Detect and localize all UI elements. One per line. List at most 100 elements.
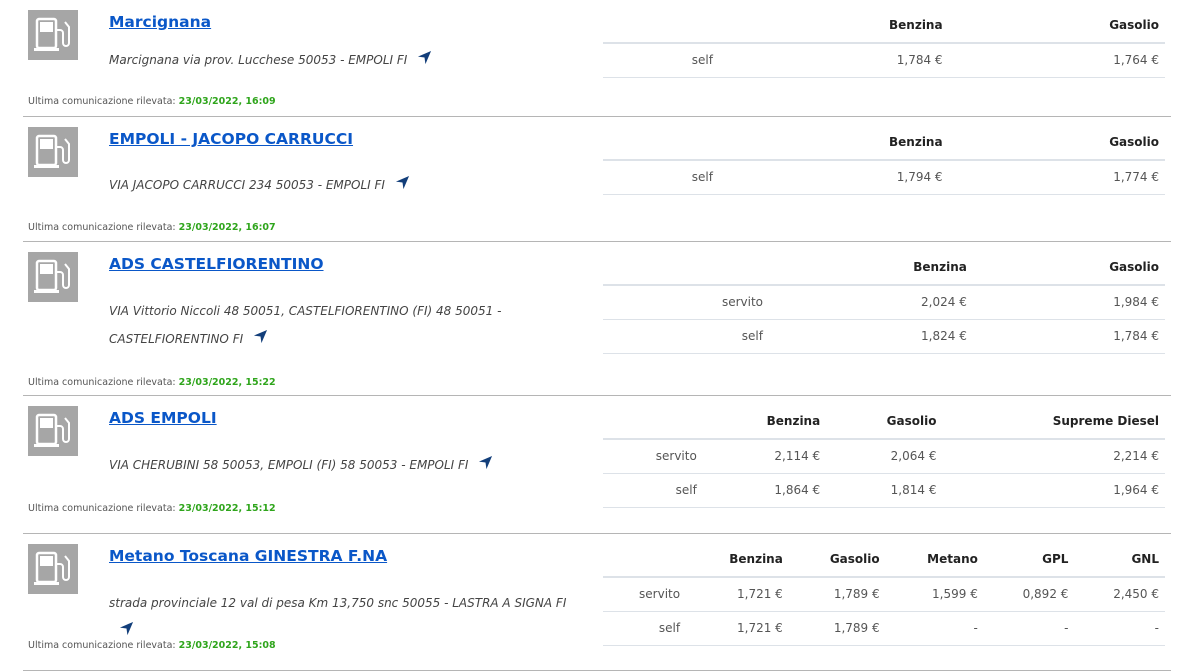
service-mode: self [603, 43, 719, 78]
price-row: self 1,721 €1,789 € - - - [603, 611, 1165, 646]
fuel-header: Gasolio [948, 117, 1165, 161]
price-cell: 2,450 € [1074, 577, 1165, 612]
fuel-header: Gasolio [972, 242, 1165, 286]
fuel-header: Benzina [769, 242, 973, 286]
price-header-row: Benzina Gasolio [603, 117, 1165, 161]
station-name-link[interactable]: ADS EMPOLI [109, 409, 217, 427]
last-update-label: Ultima comunicazione rilevata: [28, 96, 176, 107]
price-table: Benzina Gasolio self 1,794 €1,774 € [603, 117, 1165, 195]
address-text: VIA CHERUBINI 58 50053, EMPOLI (FI) 58 5… [109, 458, 469, 472]
price-header-row: Benzina Gasolio Metano GPL GNL [603, 534, 1165, 578]
station-card: EMPOLI - JACOPO CARRUCCI VIA JACOPO CARR… [23, 117, 1171, 242]
price-cell: - [1074, 611, 1165, 646]
mode-header [603, 242, 769, 286]
price-cell: 2,024 € [769, 285, 973, 320]
navigate-icon[interactable] [395, 172, 410, 200]
price-row: servito 2,114 €2,064 €2,214 € [603, 439, 1165, 474]
price-cell: - [885, 611, 984, 646]
fuel-pump-icon [28, 10, 78, 60]
service-mode: self [603, 611, 687, 646]
price-header-row: Benzina Gasolio [603, 242, 1165, 286]
last-update-label: Ultima comunicazione rilevata: [28, 503, 176, 514]
address-text: Marcignana via prov. Lucchese 50053 - EM… [109, 53, 408, 67]
navigate-icon[interactable] [478, 452, 493, 480]
price-table: Benzina Gasolio self 1,784 €1,764 € [603, 0, 1165, 78]
mode-header [603, 534, 687, 578]
fuel-header: Gasolio [826, 396, 943, 440]
navigate-icon[interactable] [119, 618, 134, 646]
fuel-pump-icon [28, 252, 78, 302]
last-update-label: Ultima comunicazione rilevata: [28, 640, 176, 651]
price-cell: 0,892 € [983, 577, 1075, 612]
price-cell: 1,789 € [788, 611, 886, 646]
address-text: strada provinciale 12 val di pesa Km 13,… [109, 596, 567, 610]
last-update-value: 23/03/2022, 15:22 [178, 377, 276, 388]
mode-header [603, 396, 703, 440]
price-cell: 1,964 € [942, 473, 1165, 508]
price-cell: 1,721 € [686, 611, 789, 646]
station-card: ADS EMPOLI VIA CHERUBINI 58 50053, EMPOL… [23, 396, 1171, 534]
station-name-link[interactable]: Metano Toscana GINESTRA F.NA [109, 547, 388, 565]
price-row: self 1,864 €1,814 €1,964 € [603, 473, 1165, 508]
price-cell: 1,599 € [885, 577, 984, 612]
station-card: Metano Toscana GINESTRA F.NA strada prov… [23, 534, 1171, 671]
station-address: VIA Vittorio Niccoli 48 50051, CASTELFIO… [109, 297, 579, 354]
price-table: Benzina Gasolio servito 2,024 €1,984 € self 1… [603, 242, 1165, 354]
last-update-label: Ultima comunicazione rilevata: [28, 377, 176, 388]
fuel-pump-icon [28, 127, 78, 177]
price-cell: 2,114 € [702, 439, 827, 474]
fuel-header: Benzina [702, 396, 827, 440]
fuel-header: Metano [885, 534, 984, 578]
price-cell: - [983, 611, 1075, 646]
price-cell: 1,784 € [972, 319, 1165, 354]
station-name-link[interactable]: EMPOLI - JACOPO CARRUCCI [109, 130, 354, 148]
fuel-header: Supreme Diesel [942, 396, 1165, 440]
price-cell: 1,984 € [972, 285, 1165, 320]
station-name-link[interactable]: Marcignana [109, 13, 212, 31]
fuel-pump-icon [28, 544, 78, 594]
last-update-value: 23/03/2022, 15:08 [178, 640, 276, 651]
station-address: VIA CHERUBINI 58 50053, EMPOLI (FI) 58 5… [109, 451, 579, 480]
fuel-pump-icon [28, 406, 78, 456]
service-mode: servito [603, 439, 703, 474]
fuel-header: Gasolio [788, 534, 886, 578]
price-cell: 1,864 € [702, 473, 827, 508]
price-cell: 2,214 € [942, 439, 1165, 474]
price-cell: 1,824 € [769, 319, 973, 354]
price-row: servito 1,721 €1,789 €1,599 €0,892 €2,450… [603, 577, 1165, 612]
last-update-value: 23/03/2022, 16:07 [178, 222, 276, 233]
price-table: Benzina Gasolio Supreme Diesel servito 2,114… [603, 396, 1165, 508]
price-cell: 1,721 € [686, 577, 789, 612]
navigate-icon[interactable] [417, 47, 432, 75]
fuel-header: Benzina [719, 0, 949, 44]
fuel-header: Benzina [719, 117, 949, 161]
mode-header [603, 117, 719, 161]
station-address: VIA JACOPO CARRUCCI 234 50053 - EMPOLI F… [109, 171, 579, 200]
fuel-header: Gasolio [948, 0, 1165, 44]
service-mode: self [603, 160, 719, 195]
fuel-header: GPL [983, 534, 1075, 578]
station-name-link[interactable]: ADS CASTELFIORENTINO [109, 255, 324, 273]
fuel-header: Benzina [686, 534, 789, 578]
price-row: self 1,794 €1,774 € [603, 160, 1165, 195]
navigate-icon[interactable] [253, 326, 268, 354]
address-text: VIA Vittorio Niccoli 48 50051, CASTELFIO… [109, 304, 502, 346]
station-address: strada provinciale 12 val di pesa Km 13,… [109, 589, 579, 646]
service-mode: self [603, 319, 769, 354]
last-update: Ultima comunicazione rilevata: 23/03/202… [28, 503, 276, 514]
last-update-value: 23/03/2022, 16:09 [178, 96, 276, 107]
last-update: Ultima comunicazione rilevata: 23/03/202… [28, 222, 276, 233]
last-update: Ultima comunicazione rilevata: 23/03/202… [28, 640, 276, 651]
price-cell: 1,794 € [719, 160, 949, 195]
service-mode: servito [603, 285, 769, 320]
price-row: self 1,824 €1,784 € [603, 319, 1165, 354]
price-table: Benzina Gasolio Metano GPL GNL servito 1,721 €… [603, 534, 1165, 646]
last-update: Ultima comunicazione rilevata: 23/03/202… [28, 96, 276, 107]
price-row: self 1,784 €1,764 € [603, 43, 1165, 78]
address-text: VIA JACOPO CARRUCCI 234 50053 - EMPOLI F… [109, 178, 385, 192]
price-cell: 1,784 € [719, 43, 949, 78]
price-cell: 1,814 € [826, 473, 943, 508]
price-header-row: Benzina Gasolio [603, 0, 1165, 44]
last-update-value: 23/03/2022, 15:12 [178, 503, 276, 514]
fuel-header: GNL [1074, 534, 1165, 578]
